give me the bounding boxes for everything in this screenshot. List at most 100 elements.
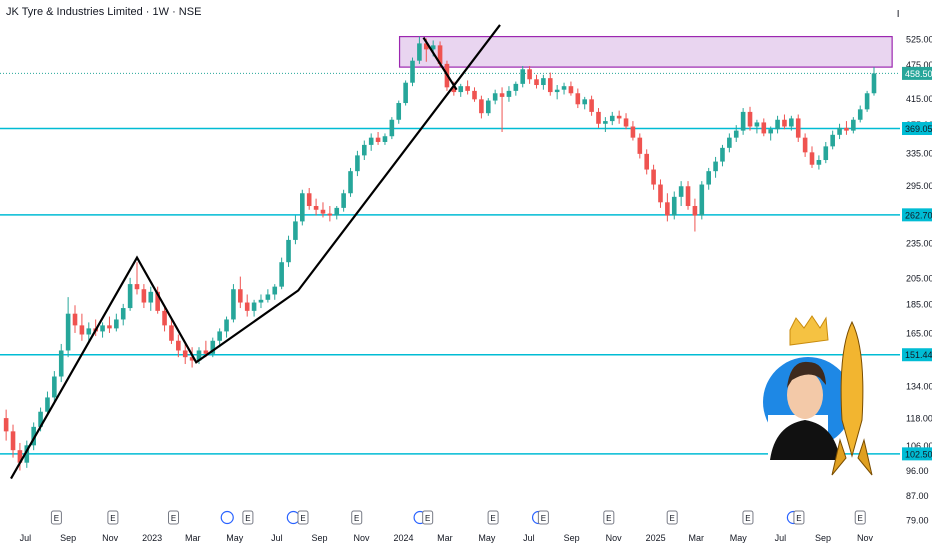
candle-up <box>485 100 491 114</box>
candle-up <box>293 221 298 240</box>
trendlines-layer <box>10 24 501 480</box>
earnings-marker[interactable]: E <box>487 510 499 525</box>
candle-up <box>506 90 512 97</box>
earnings-marker-box <box>537 510 549 525</box>
avatar-shirt <box>770 420 840 460</box>
earnings-marker[interactable]: E <box>107 510 119 525</box>
earnings-marker-letter: E <box>490 514 495 523</box>
candle-up <box>720 147 725 162</box>
earnings-marker-box <box>351 510 363 525</box>
candle-up <box>706 171 711 185</box>
time-tick-label: May <box>478 533 496 543</box>
earnings-marker[interactable]: E <box>50 510 62 525</box>
earnings-marker-letter: E <box>670 514 675 523</box>
candle-down <box>17 450 23 463</box>
earnings-marker[interactable]: E <box>351 510 363 525</box>
candle-down <box>665 202 670 216</box>
candle-up <box>492 93 498 101</box>
candle-up <box>341 193 346 208</box>
time-tick-label: Jul <box>20 533 32 543</box>
candle-down <box>747 111 753 127</box>
price-tick-label: 87.00 <box>906 491 929 501</box>
candle-down <box>802 137 808 153</box>
earnings-marker[interactable]: E <box>603 510 615 525</box>
earnings-marker-letter: E <box>110 514 115 523</box>
earnings-marker-box <box>50 510 62 525</box>
candle-down <box>3 418 9 432</box>
candle-down <box>685 186 691 207</box>
time-tick-label: Mar <box>689 533 705 543</box>
candle-up <box>513 83 519 91</box>
candle-down <box>637 137 643 154</box>
candle-down <box>107 325 112 329</box>
earnings-marker-box <box>854 510 866 525</box>
price-tick-label: 185.00 <box>906 299 932 309</box>
candle-up <box>410 60 415 83</box>
earnings-marker-box <box>487 510 499 525</box>
candle-down <box>651 169 656 185</box>
level-label-bg <box>902 348 932 362</box>
candle-up <box>251 302 257 311</box>
candle-down <box>795 118 801 138</box>
earnings-marker[interactable]: E <box>537 510 549 525</box>
candle-up <box>678 186 684 197</box>
earnings-marker[interactable]: E <box>422 510 434 525</box>
earnings-marker-box <box>422 510 434 525</box>
candle-up <box>382 136 388 142</box>
price-tick-label: 235.00 <box>906 239 932 249</box>
candle-up <box>582 99 588 105</box>
earnings-marker[interactable]: E <box>242 510 254 525</box>
earnings-marker-letter: E <box>171 514 176 523</box>
earnings-marker-box <box>742 510 754 525</box>
candle-up <box>210 340 216 354</box>
earnings-marker-letter: E <box>245 514 250 523</box>
price-tick-label: 205.00 <box>906 273 932 283</box>
earnings-marker-letter: E <box>606 514 611 523</box>
time-tick-label: Sep <box>815 533 831 543</box>
candle-down <box>809 152 815 165</box>
earnings-marker[interactable]: E <box>742 510 754 525</box>
candle-up <box>789 118 794 127</box>
level-label-bg <box>902 447 932 461</box>
dividend-marker-circle <box>220 510 234 525</box>
candle-up <box>196 350 202 361</box>
candle-down <box>644 153 650 170</box>
candle-up <box>417 43 422 61</box>
candle-down <box>451 87 457 93</box>
earnings-marker-box <box>168 510 180 525</box>
earnings-marker-box <box>297 510 309 525</box>
earnings-marker-letter: E <box>54 514 59 523</box>
time-tick-label: Nov <box>102 533 119 543</box>
candle-down <box>630 126 636 138</box>
earnings-marker[interactable]: E <box>297 510 309 525</box>
dividend-marker[interactable] <box>220 510 234 525</box>
candle-down <box>79 325 85 335</box>
price-tick-label: 96.00 <box>906 466 929 476</box>
candle-down <box>244 302 250 311</box>
earnings-marker[interactable]: E <box>168 510 180 525</box>
candle-down <box>327 213 333 216</box>
candle-up <box>52 376 57 398</box>
candle-up <box>65 313 71 351</box>
candle-down <box>596 111 601 124</box>
earnings-marker-letter: E <box>425 514 430 523</box>
candle-up <box>86 328 92 335</box>
earnings-marker[interactable]: E <box>854 510 866 525</box>
candle-down <box>499 93 505 97</box>
level-label: 102.50 <box>905 449 932 459</box>
candle-up <box>362 144 367 156</box>
candle-down <box>472 90 477 100</box>
candle-up <box>272 286 278 295</box>
earnings-marker[interactable]: E <box>793 510 805 525</box>
candle-down <box>134 284 140 290</box>
earnings-marker[interactable]: E <box>666 510 678 525</box>
candle-up <box>430 45 436 50</box>
avatar-hair <box>787 361 826 388</box>
level-lines-layer <box>0 72 900 455</box>
candle-down <box>189 357 195 361</box>
time-tick-label: May <box>226 533 244 543</box>
earnings-marker-letter: E <box>796 514 801 523</box>
candle-down <box>437 45 443 64</box>
